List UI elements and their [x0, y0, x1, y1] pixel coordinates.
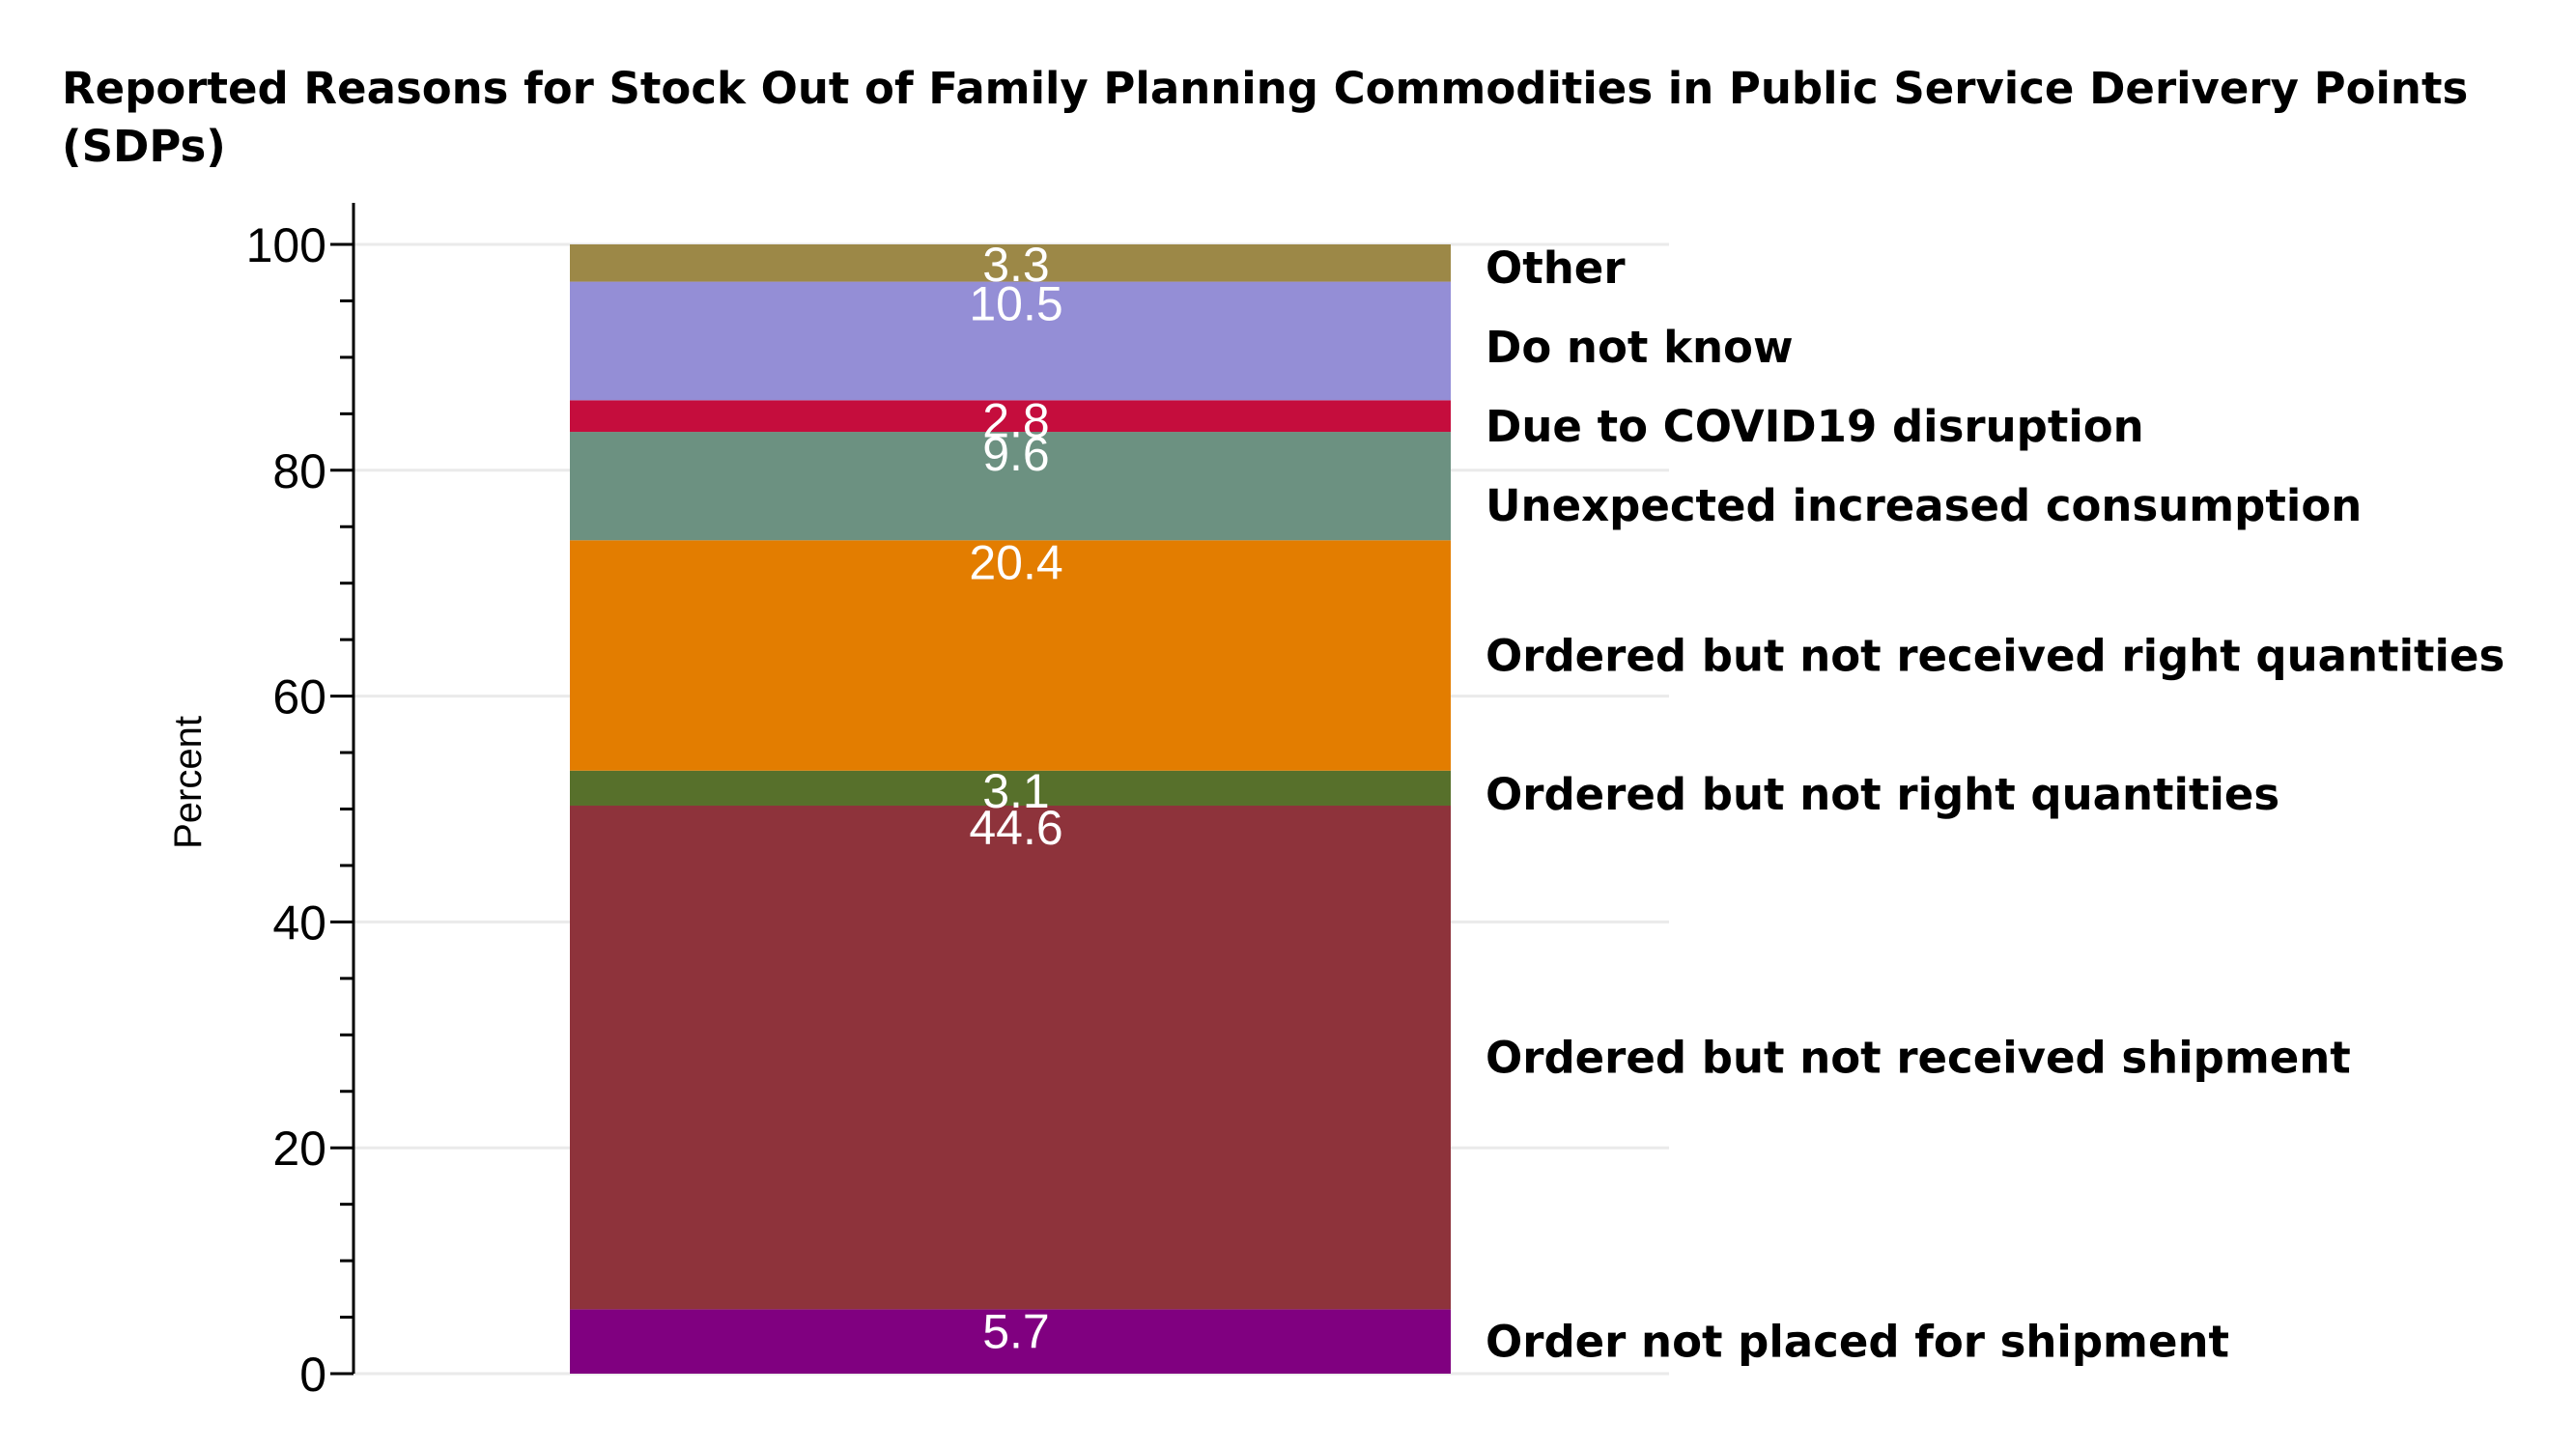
series-label: Other — [1486, 242, 1626, 294]
y-tick-label: 40 — [272, 895, 326, 950]
series-label: Ordered but not right quantities — [1486, 769, 2279, 820]
series-label: Do not know — [1486, 322, 1794, 373]
data-label: 3.1 — [982, 764, 1050, 818]
y-tick-label: 60 — [272, 670, 326, 724]
y-tick-label: 0 — [299, 1348, 326, 1402]
data-label: 9.6 — [982, 427, 1050, 481]
data-label: 44.6 — [969, 801, 1062, 855]
bar-segment — [570, 400, 1451, 433]
series-labels: Other Do not know Due to COVID19 disruptio… — [1486, 242, 2505, 1368]
bar-segment — [570, 805, 1451, 1310]
bar-segment — [570, 770, 1451, 806]
bar-segments — [570, 244, 1451, 1374]
data-label: 2.8 — [982, 393, 1050, 447]
bar-segment — [570, 281, 1451, 401]
series-label: Order not placed for shipment — [1486, 1317, 2229, 1368]
bar-segment — [570, 244, 1451, 282]
chart-title: Reported Reasons for Stock Out of Family… — [62, 63, 2469, 172]
bar-segment — [570, 1309, 1451, 1374]
series-label: Unexpected increased consumption — [1486, 480, 2362, 531]
data-labels: 5.7 44.63.1 20.4 9.62.8 10.53.3 — [969, 238, 1062, 1358]
series-label: Ordered but not received right quantitie… — [1486, 631, 2505, 682]
series-label: Ordered but not received shipment — [1486, 1033, 2351, 1084]
y-tick-label: 100 — [246, 218, 326, 272]
data-label: 5.7 — [982, 1304, 1050, 1358]
y-axis: 0 20 40 60 80 100 — [246, 203, 355, 1402]
data-label: 10.5 — [969, 277, 1062, 331]
data-label: 3.3 — [982, 238, 1050, 292]
bar-segment — [570, 432, 1451, 541]
series-label: Due to COVID19 disruption — [1486, 401, 2144, 452]
y-axis-title: Percent — [167, 716, 210, 849]
y-tick-label: 80 — [272, 444, 326, 498]
y-tick-label: 20 — [272, 1122, 326, 1176]
bar-segment — [570, 540, 1451, 771]
data-label: 20.4 — [969, 535, 1062, 589]
